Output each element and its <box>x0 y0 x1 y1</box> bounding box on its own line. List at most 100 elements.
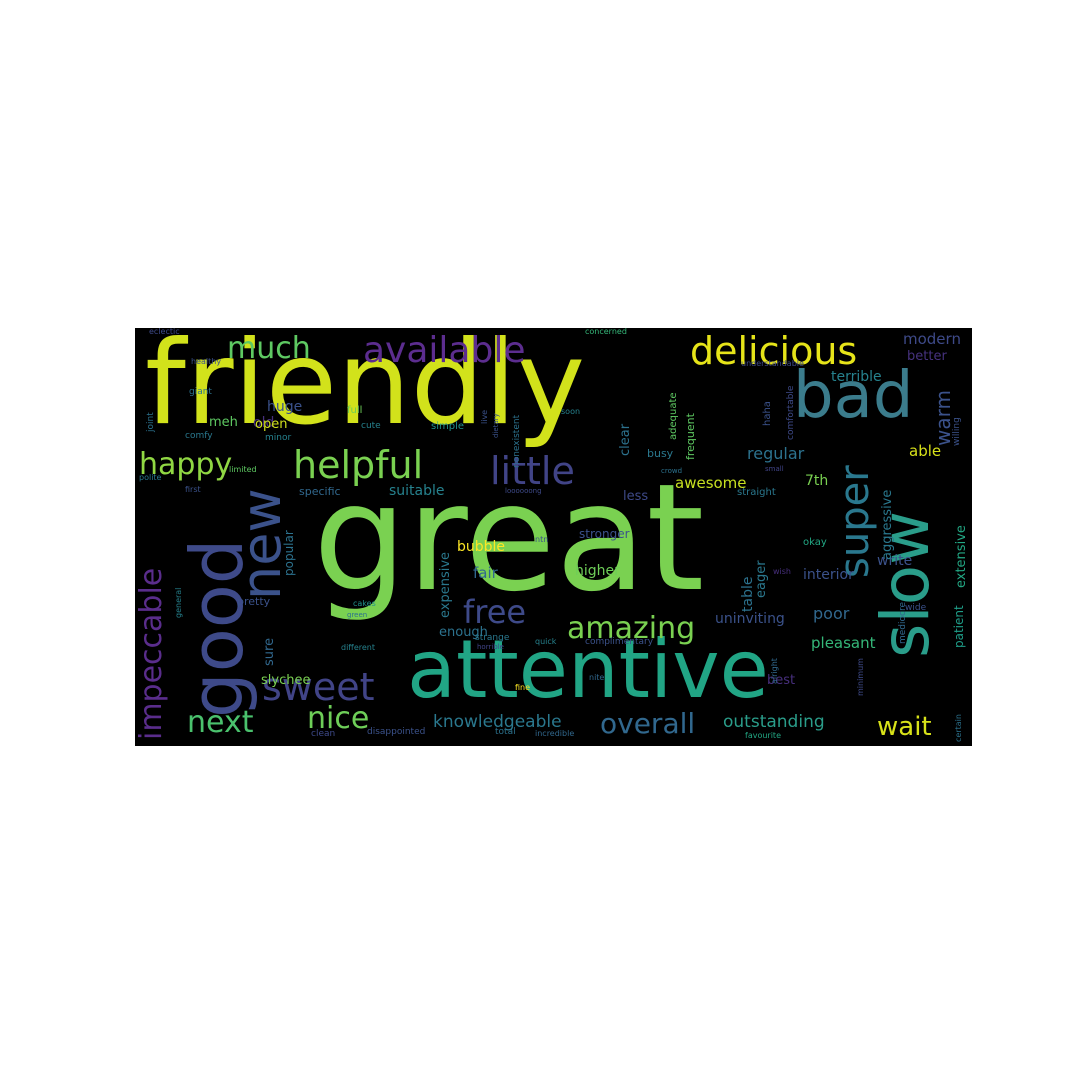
word: available <box>363 330 526 371</box>
word: free <box>463 593 527 631</box>
word: full <box>347 405 363 416</box>
word: poor <box>813 604 850 623</box>
word: super <box>832 465 878 578</box>
word: small <box>765 465 784 473</box>
word: write <box>877 553 913 569</box>
word: next <box>187 705 254 740</box>
word: giant <box>189 387 212 397</box>
word: busy <box>647 447 674 460</box>
word: nonexistent <box>512 414 522 468</box>
word: huge <box>267 399 303 415</box>
word: warm <box>931 390 955 446</box>
word: enough <box>439 625 488 640</box>
word: wide <box>905 603 927 613</box>
word: better <box>907 349 947 364</box>
word: awesome <box>675 474 747 492</box>
word: live <box>480 409 489 424</box>
word: complimentary <box>585 637 654 647</box>
word: eager <box>754 560 769 598</box>
word: interior <box>803 567 854 583</box>
word: different <box>341 643 375 652</box>
word: great <box>313 452 705 624</box>
word: willing <box>952 417 962 446</box>
word: higher <box>575 563 620 579</box>
word: loooooong <box>505 487 542 495</box>
word: specific <box>299 485 341 498</box>
word: straight <box>737 487 776 498</box>
word: ntn <box>535 535 549 544</box>
word: favourite <box>745 731 781 740</box>
word: polite <box>139 473 162 482</box>
word: joint <box>146 412 156 432</box>
word: comfortable <box>786 385 796 440</box>
word: friendly <box>145 328 586 451</box>
word: helpful <box>293 443 424 487</box>
word: amazing <box>567 611 696 646</box>
word: eclectic <box>149 328 180 336</box>
word: able <box>909 442 942 460</box>
word: clean <box>311 729 336 739</box>
word: best <box>767 673 796 688</box>
word: incredible <box>535 729 575 738</box>
word: impeccable <box>135 567 169 740</box>
word: minimum <box>856 658 865 696</box>
word: popular <box>282 530 296 576</box>
word: crowd <box>661 467 683 475</box>
word: slychee <box>261 673 311 688</box>
word: terrible <box>831 369 882 385</box>
word: bubble <box>457 539 506 555</box>
word: bad <box>793 359 914 433</box>
word: cute <box>361 421 381 431</box>
word: concerned <box>585 328 627 336</box>
word: fine <box>515 683 531 692</box>
word: fair <box>473 564 498 582</box>
word: horrible <box>477 643 504 651</box>
word: minor <box>265 433 292 443</box>
word: old <box>253 415 275 431</box>
word: strange <box>475 633 510 643</box>
word: frequent <box>684 413 697 460</box>
word: certain <box>954 714 963 742</box>
word: cakes <box>353 599 376 608</box>
word: first <box>185 485 201 494</box>
word: modern <box>903 330 961 348</box>
word: alright <box>770 658 779 684</box>
word: nite <box>589 673 605 682</box>
word: adequate <box>668 392 679 440</box>
word: disappointed <box>367 727 426 737</box>
word: delicious <box>690 329 858 373</box>
word-cloud: great friendly attentive bad good slow n… <box>135 328 972 746</box>
word: new <box>230 488 293 600</box>
word: comfy <box>185 431 213 441</box>
word: wish <box>773 567 792 576</box>
word: wait <box>877 712 932 742</box>
word: knowledgeable <box>433 712 562 732</box>
word: outstanding <box>723 712 825 732</box>
word: dietary <box>492 413 500 438</box>
word: simple <box>431 421 465 432</box>
word: clear <box>618 423 633 456</box>
word: aggressive <box>880 489 895 560</box>
word: nice <box>307 701 370 736</box>
word: extensive <box>954 525 969 588</box>
word: open <box>255 417 288 432</box>
word: meh <box>209 415 238 430</box>
word: limited <box>229 465 257 474</box>
word: haha <box>762 401 773 426</box>
word: overall <box>600 707 696 740</box>
word: patient <box>952 605 966 648</box>
word: suitable <box>389 483 445 499</box>
word: pleasant <box>811 634 876 652</box>
word: soon <box>561 407 581 416</box>
word: expensive <box>438 551 453 618</box>
word: attentive <box>407 623 769 716</box>
word: understandable <box>741 359 804 368</box>
word: little <box>490 449 575 493</box>
word: table <box>740 576 756 612</box>
word: general <box>174 587 183 618</box>
word: less <box>623 489 649 504</box>
word: much <box>227 331 311 366</box>
word: regular <box>747 444 805 463</box>
word: stronger <box>579 527 630 541</box>
word: pretty <box>237 595 271 608</box>
